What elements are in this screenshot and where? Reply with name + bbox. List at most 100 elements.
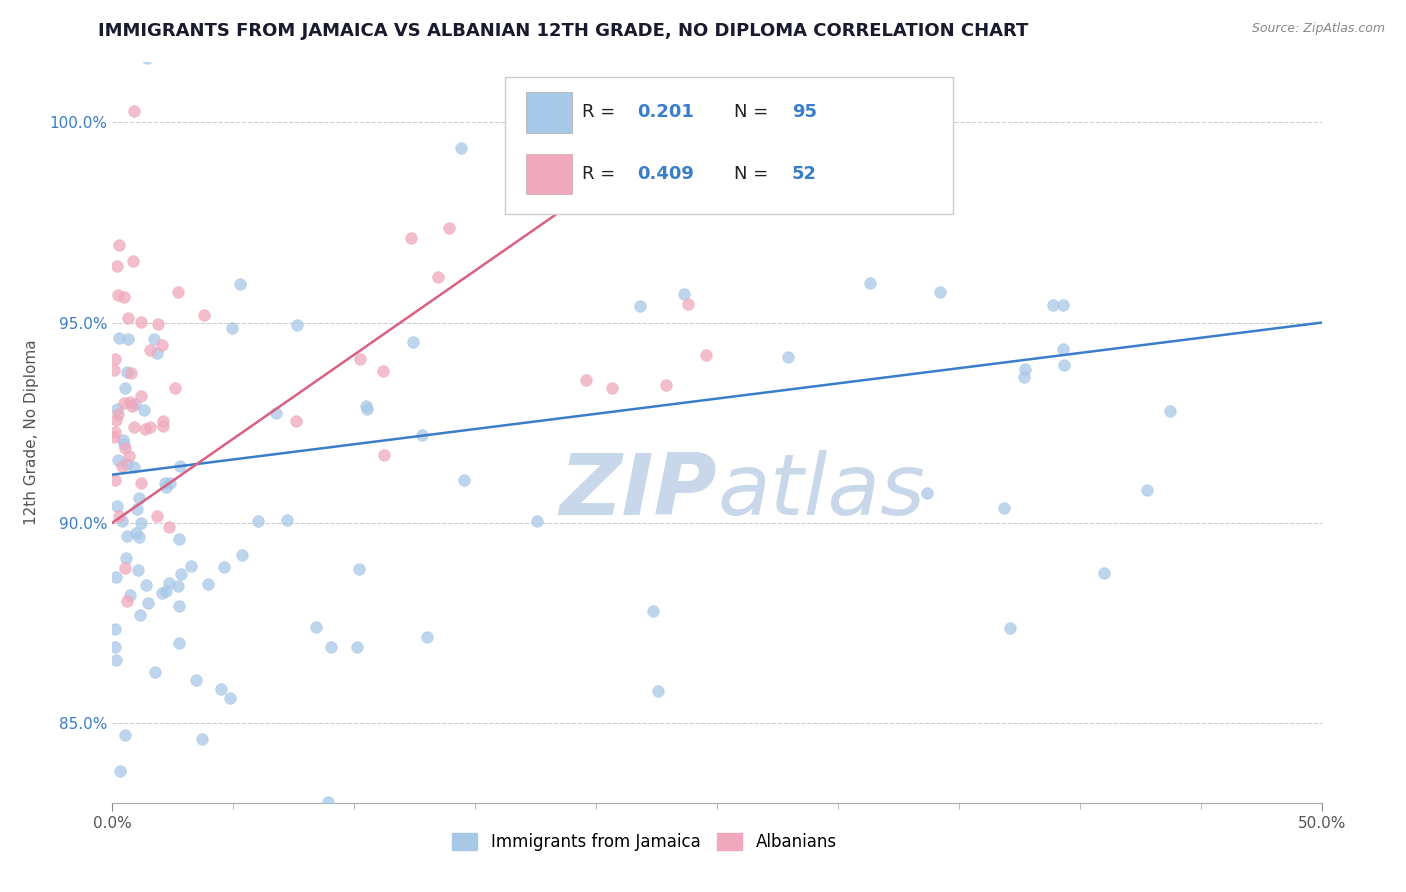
Point [1092,566,1115,581]
Point [124,397,146,411]
Point [655,378,678,392]
Point [628,300,651,314]
Text: atlas: atlas [717,450,925,533]
Point [1042,298,1064,312]
Point [105,260,128,274]
Point [1052,342,1074,356]
Point [647,683,669,698]
Point [122,420,145,434]
Point [135,51,157,65]
Text: N =: N = [734,103,773,121]
Point [157,520,180,534]
Point [111,459,134,474]
Point [411,427,433,442]
Point [1159,404,1181,418]
Point [155,583,177,598]
Text: R =: R = [582,103,620,121]
Point [128,529,150,543]
Point [146,509,169,524]
Point [152,415,174,429]
Point [929,285,952,299]
Point [115,594,138,608]
Point [672,286,695,301]
Point [1012,370,1035,384]
Point [197,577,219,591]
Point [117,332,139,346]
Point [108,508,131,523]
Point [371,363,394,377]
Point [316,795,339,809]
Point [180,558,202,573]
Point [575,373,598,387]
Point [108,331,131,345]
Point [153,475,176,490]
Point [998,621,1021,635]
Point [135,578,157,592]
Point [104,351,127,366]
Point [356,401,378,416]
Point [129,315,152,329]
Point [103,430,125,444]
Text: Source: ZipAtlas.com: Source: ZipAtlas.com [1251,22,1385,36]
Legend: Immigrants from Jamaica, Albanians: Immigrants from Jamaica, Albanians [446,826,844,857]
Point [150,586,173,600]
Point [108,238,131,252]
FancyBboxPatch shape [506,78,953,214]
Point [155,480,177,494]
Point [247,514,270,528]
Point [349,351,371,366]
Point [134,403,156,417]
Point [114,381,136,395]
Point [159,476,181,491]
Point [276,513,298,527]
Point [402,334,425,349]
Point [115,365,138,379]
Point [426,270,449,285]
Bar [526,92,572,133]
Point [349,562,371,576]
Point [117,310,139,325]
Point [105,499,128,513]
Text: 0.409: 0.409 [637,165,695,183]
Point [114,561,136,575]
Point [184,673,207,687]
Point [112,434,135,448]
Point [915,486,938,500]
Point [167,636,190,650]
Point [122,253,145,268]
Point [166,579,188,593]
Point [526,514,548,528]
Point [264,406,287,420]
Text: N =: N = [734,165,773,183]
Point [695,348,717,362]
Point [1014,361,1036,376]
Point [600,381,623,395]
Point [127,563,149,577]
Point [125,525,148,540]
Point [231,548,253,562]
Point [128,491,150,505]
Point [453,474,475,488]
Point [152,419,174,434]
Point [859,276,882,290]
Point [319,640,342,654]
Text: ZIP: ZIP [560,450,717,533]
Point [643,604,665,618]
Point [104,569,127,583]
Text: 95: 95 [792,103,817,121]
Text: 0.201: 0.201 [637,103,695,121]
Point [111,514,134,528]
Text: R =: R = [582,165,620,183]
Point [121,400,143,414]
Point [191,731,214,746]
Point [114,442,136,456]
Point [118,588,141,602]
Point [107,453,129,467]
Point [437,221,460,235]
Point [117,529,139,543]
Point [129,476,152,491]
Point [146,317,169,331]
Point [124,103,146,118]
Point [450,141,472,155]
Point [128,607,150,622]
